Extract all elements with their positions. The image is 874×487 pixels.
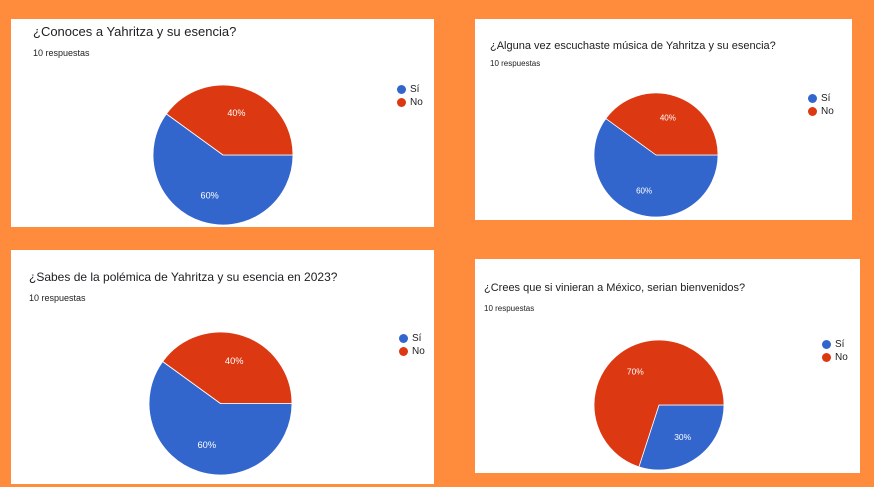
legend-item-no[interactable]: No [397, 96, 423, 109]
pie-chart: 60% 40% [148, 331, 293, 476]
legend-label-no: No [412, 346, 425, 357]
legend-item-si[interactable]: Sí [822, 338, 848, 351]
legend-swatch-no [808, 107, 817, 116]
chart-card-controversy: ¿Sabes de la polémica de Yahritza y su e… [11, 250, 434, 484]
slice-label-no: 40% [227, 108, 245, 118]
chart-title: ¿Crees que si vinieran a México, serian … [484, 282, 746, 294]
legend-label-si: Sí [410, 84, 420, 95]
slice-label-si: 60% [636, 187, 652, 196]
slice-label-si: 60% [201, 191, 219, 201]
slice-label-no: 40% [225, 356, 244, 366]
chart-card-welcome: ¿Crees que si vinieran a México, serian … [475, 259, 860, 473]
legend-item-si[interactable]: Sí [397, 83, 423, 96]
slice-label-no: 70% [627, 367, 644, 377]
legend-label-no: No [821, 106, 834, 117]
pie-slice-no[interactable] [593, 339, 725, 468]
legend-swatch-no [399, 347, 408, 356]
pie-slice-no[interactable] [605, 92, 719, 156]
pie-slice-no[interactable] [162, 331, 293, 404]
response-count: 10 respuestas [33, 48, 90, 58]
legend-swatch-no [397, 98, 406, 107]
legend-swatch-si [822, 340, 831, 349]
legend-label-si: Sí [835, 339, 845, 350]
legend-item-si[interactable]: Sí [399, 332, 425, 345]
response-count: 10 respuestas [484, 304, 535, 313]
pie-slice-no[interactable] [165, 84, 294, 156]
pie-chart: 30% 70% [593, 339, 725, 471]
response-count: 10 respuestas [29, 293, 86, 303]
pie-slice-si[interactable] [148, 360, 293, 476]
pie-chart: 60% 40% [152, 84, 294, 226]
legend-label-no: No [410, 97, 423, 108]
legend-swatch-si [399, 334, 408, 343]
pie-slice-si[interactable] [593, 118, 719, 218]
legend-swatch-si [808, 94, 817, 103]
pie-slice-si[interactable] [638, 404, 725, 471]
legend-label-no: No [835, 352, 848, 363]
chart-title: ¿Alguna vez escuchaste música de Yahritz… [490, 40, 776, 52]
legend-item-si[interactable]: Sí [808, 92, 834, 105]
slice-label-no: 40% [660, 114, 676, 123]
chart-legend: Sí No [397, 83, 423, 109]
slice-label-si: 60% [198, 440, 217, 450]
legend-swatch-si [397, 85, 406, 94]
legend-item-no[interactable]: No [399, 345, 425, 358]
chart-title: ¿Conoces a Yahritza y su esencia? [33, 24, 237, 39]
legend-label-si: Sí [821, 93, 831, 104]
pie-slice-si[interactable] [152, 113, 294, 226]
chart-card-known: ¿Conoces a Yahritza y su esencia? 10 res… [11, 19, 434, 227]
legend-swatch-no [822, 353, 831, 362]
legend-item-no[interactable]: No [808, 105, 834, 118]
chart-legend: Sí No [822, 338, 848, 364]
legend-label-si: Sí [412, 333, 422, 344]
slice-label-si: 30% [674, 432, 691, 442]
legend-item-no[interactable]: No [822, 351, 848, 364]
chart-legend: Sí No [808, 92, 834, 118]
response-count: 10 respuestas [490, 59, 541, 68]
chart-title: ¿Sabes de la polémica de Yahritza y su e… [29, 270, 338, 284]
pie-chart: 60% 40% [593, 92, 719, 218]
chart-card-listened: ¿Alguna vez escuchaste música de Yahritz… [475, 19, 852, 220]
chart-legend: Sí No [399, 332, 425, 358]
